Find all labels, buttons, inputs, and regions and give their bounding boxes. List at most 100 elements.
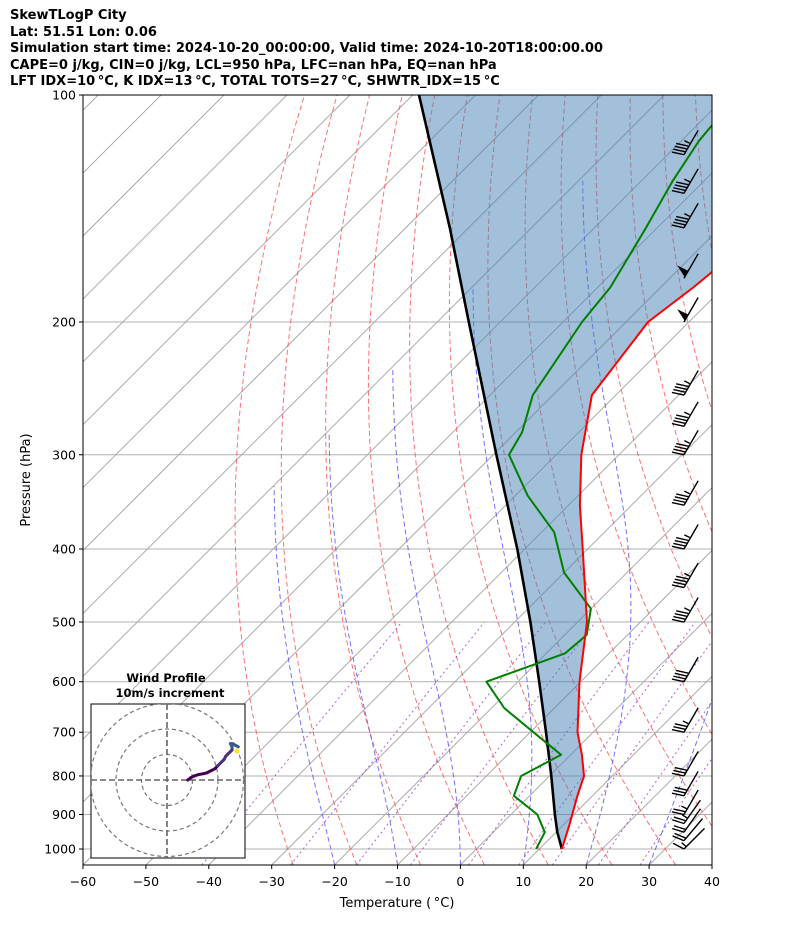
barb-flag <box>673 221 686 226</box>
barb-staff <box>683 799 701 824</box>
hodograph-panel <box>90 703 246 859</box>
moist-adiabat <box>648 697 712 865</box>
wind-barb <box>671 168 699 194</box>
barb-half-flag <box>684 572 691 577</box>
x-axis-label: Temperature ( °C) <box>339 896 455 911</box>
cape-summary: CAPE=0 j/kg, CIN=0 j/kg, LCL=950 hPa, LF… <box>10 57 497 73</box>
barb-staff <box>683 129 699 156</box>
dry-adiabat <box>280 95 358 865</box>
barb-flag <box>671 451 685 456</box>
barb-flag <box>673 581 686 586</box>
barb-flag <box>673 615 686 620</box>
barb-staff <box>683 808 701 833</box>
mixing-ratio-line <box>639 757 712 865</box>
barb-flag <box>674 417 688 422</box>
moist-adiabat <box>711 863 712 865</box>
y-tick-label: 400 <box>52 541 76 556</box>
wind-barb <box>671 429 699 456</box>
moist-adiabat <box>392 367 461 865</box>
simulation-time: Simulation start time: 2024-10-20_00:00:… <box>10 41 603 56</box>
x-tick-label: 10 <box>515 874 531 889</box>
lat-lon: Lat: 51.51 Lon: 0.06 <box>10 24 157 40</box>
x-tick-label: −30 <box>259 874 285 889</box>
wind-barb <box>672 818 704 842</box>
dry-adiabat <box>325 95 422 865</box>
x-tick-label: 0 <box>456 874 464 889</box>
barb-flag <box>676 537 689 542</box>
barb-flag <box>674 496 688 501</box>
barb-flag <box>671 618 685 623</box>
isotherm-line <box>83 95 288 300</box>
barb-staff <box>683 827 706 850</box>
barb-pennant <box>677 309 689 322</box>
wind-barb <box>671 751 699 777</box>
barb-flag <box>673 769 686 774</box>
station-title: SkewTLogP City <box>10 8 127 23</box>
index-summary: LFT IDX=10 °C, K IDX=13 °C, TOTAL TOTS=2… <box>10 74 500 89</box>
barb-half-flag <box>684 490 691 495</box>
barb-flag <box>673 499 686 504</box>
dry-adiabat <box>595 95 712 639</box>
barb-flag <box>676 414 689 419</box>
dry-adiabat <box>409 95 549 865</box>
chart-header: SkewTLogP City Lat: 51.51 Lon: 0.06 Simu… <box>10 8 603 91</box>
wind-barb <box>671 707 699 733</box>
barb-flag <box>671 678 685 683</box>
barb-half-flag <box>684 178 691 183</box>
isotherm-line <box>83 95 539 552</box>
barb-half-flag <box>681 842 687 848</box>
y-tick-label: 800 <box>52 768 76 783</box>
y-tick-label: 100 <box>52 88 76 103</box>
wind-barb <box>671 370 699 396</box>
x-tick-label: 40 <box>704 874 720 889</box>
y-tick-label: 300 <box>52 447 76 462</box>
wind-barb <box>677 297 699 323</box>
dewpoint-line <box>485 123 712 850</box>
barb-flag <box>671 501 685 506</box>
barb-flag <box>673 420 686 425</box>
isotherm-line <box>271 423 712 865</box>
isotherm-line <box>208 361 712 865</box>
barb-flag <box>674 385 688 391</box>
barb-flag <box>673 816 686 822</box>
dry-adiabat <box>761 95 794 865</box>
barb-flag <box>671 391 685 396</box>
hodograph-marker <box>234 748 240 754</box>
barb-flag <box>673 187 686 192</box>
dry-adiabat <box>728 95 794 865</box>
barb-half-flag <box>684 139 691 144</box>
barb-flag <box>674 723 688 728</box>
barb-half-flag <box>684 411 691 416</box>
barb-half-flag <box>684 380 691 385</box>
y-tick-label: 700 <box>52 725 76 740</box>
cape-cin-shading <box>419 95 712 849</box>
barb-flag <box>673 148 686 153</box>
dry-adiabat <box>662 95 712 413</box>
barb-flag <box>674 184 688 189</box>
x-tick-label: −10 <box>384 874 410 889</box>
barb-flag <box>671 728 685 733</box>
moist-adiabat <box>472 287 533 865</box>
barb-staff <box>683 429 699 456</box>
barb-flag <box>673 726 686 731</box>
y-tick-label: 500 <box>52 615 76 630</box>
barb-staff <box>683 818 704 842</box>
barb-half-flag <box>681 814 688 819</box>
wind-barb <box>671 656 699 683</box>
barb-flag <box>673 825 686 831</box>
barb-flag <box>676 669 689 674</box>
barb-staff <box>683 401 699 427</box>
isotherm-line <box>83 95 414 426</box>
barb-staff <box>683 168 699 194</box>
barb-flag <box>671 584 685 589</box>
isotherm-line <box>83 95 351 363</box>
isotherm-line <box>460 612 712 865</box>
barb-flag <box>676 610 689 615</box>
y-tick-label: 900 <box>52 807 76 822</box>
wind-barb <box>671 202 699 229</box>
isotherm-line <box>83 95 225 237</box>
wind-barb <box>671 401 699 427</box>
barb-flag <box>671 792 685 797</box>
barb-half-flag <box>682 720 689 725</box>
barb-flag <box>676 442 689 447</box>
